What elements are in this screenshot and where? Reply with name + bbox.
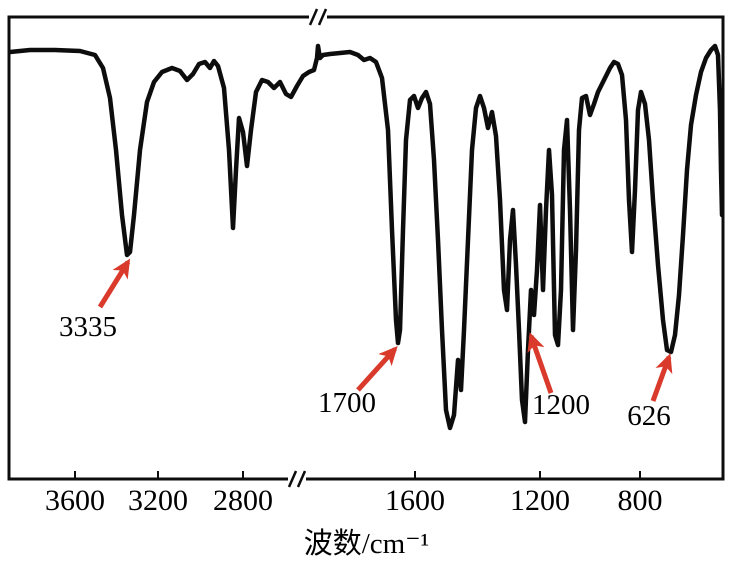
axis-break-bottom-icon-slash-1 [287, 470, 298, 488]
annotation-arrow-626 [650, 353, 673, 402]
axis-break-top-icon-gap [309, 13, 327, 21]
spectrum-trace [7, 43, 725, 431]
annotation-arrow-1200 [527, 332, 554, 394]
plot-border [7, 15, 725, 481]
annotation-arrow-3335 [97, 258, 131, 309]
x-axis-label: 波数/cm⁻¹ [303, 528, 430, 560]
x-tick-label: 3200 [128, 484, 188, 517]
axis-break-bottom-icon-gap [288, 475, 306, 483]
x-tick-label: 1600 [385, 484, 445, 517]
axis-break-top-icon-slash-1 [308, 8, 319, 26]
annotation-arrow-1700 [356, 346, 398, 392]
peak-label-1200: 1200 [532, 389, 590, 421]
x-tick-label: 2800 [213, 484, 273, 517]
peak-label-3335: 3335 [59, 311, 117, 343]
x-tick-label: 3600 [45, 484, 105, 517]
x-tick-label: 1200 [510, 484, 570, 517]
axis-break-bottom-icon-slash-2 [296, 470, 307, 488]
axis-break-top-icon-slash-2 [317, 8, 328, 26]
peak-label-1700: 1700 [318, 387, 376, 419]
peak-label-626: 626 [627, 400, 671, 432]
x-tick-label: 800 [618, 484, 663, 517]
